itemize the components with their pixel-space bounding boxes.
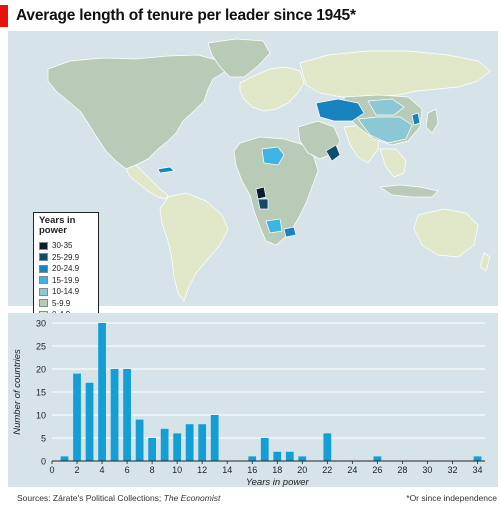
legend-swatch bbox=[39, 253, 48, 262]
bar bbox=[373, 456, 382, 461]
land-europe bbox=[239, 66, 305, 112]
bar bbox=[123, 369, 131, 461]
bar bbox=[160, 428, 169, 461]
land-central-america bbox=[125, 164, 169, 200]
x-tick-label: 2 bbox=[75, 465, 80, 475]
x-tick-label: 32 bbox=[447, 465, 457, 475]
x-tick-label: 0 bbox=[49, 465, 54, 475]
y-tick-label: 5 bbox=[41, 434, 46, 444]
y-tick-label: 30 bbox=[36, 319, 46, 329]
land-australia bbox=[413, 208, 479, 258]
country-gabon bbox=[257, 198, 269, 210]
bar bbox=[210, 415, 219, 461]
bar bbox=[110, 369, 119, 461]
bar bbox=[198, 424, 207, 461]
legend-swatch bbox=[39, 276, 48, 285]
x-tick-label: 16 bbox=[247, 465, 257, 475]
bar bbox=[323, 433, 332, 461]
bar bbox=[148, 438, 156, 461]
legend-item: 15-19.9 bbox=[39, 275, 93, 287]
country-mongolia bbox=[367, 98, 405, 116]
land-southeast-asia bbox=[379, 148, 407, 178]
legend-swatch bbox=[39, 264, 48, 273]
country-zimbabwe bbox=[283, 226, 297, 238]
country-equatorial-guinea bbox=[255, 186, 267, 200]
y-axis-title: Number of countries bbox=[12, 349, 23, 435]
bar bbox=[273, 451, 282, 461]
legend-label: 10-14.9 bbox=[52, 287, 80, 297]
x-tick-label: 28 bbox=[397, 465, 407, 475]
map-legend: Years in power 30-35 25-29.9 20-24.9 15-19.… bbox=[33, 212, 99, 327]
land-japan bbox=[425, 108, 439, 134]
legend-label: 25-29.9 bbox=[52, 252, 80, 262]
x-tick-label: 8 bbox=[150, 465, 155, 475]
legend-item: 5-9.9 bbox=[39, 298, 93, 310]
legend-swatch bbox=[39, 287, 48, 296]
legend-swatch bbox=[39, 299, 48, 308]
world-map-panel: Years in power 30-35 25-29.9 20-24.9 15-19.… bbox=[8, 31, 498, 327]
x-tick-label: 18 bbox=[272, 465, 282, 475]
y-tick-label: 15 bbox=[36, 388, 46, 398]
land-indonesia bbox=[379, 184, 439, 198]
x-tick-label: 20 bbox=[297, 465, 307, 475]
x-tick-label: 26 bbox=[372, 465, 382, 475]
brand-red-bar bbox=[0, 5, 8, 27]
legend-item: 10-14.9 bbox=[39, 286, 93, 298]
y-tick-label: 20 bbox=[36, 365, 46, 375]
bar bbox=[73, 373, 81, 461]
sources-text: Sources: Zárate's Political Collections;… bbox=[17, 493, 221, 503]
bar bbox=[473, 456, 482, 461]
bar bbox=[173, 433, 182, 461]
x-tick-label: 14 bbox=[222, 465, 232, 475]
x-tick-label: 10 bbox=[172, 465, 182, 475]
land-north-america bbox=[47, 54, 227, 170]
legend-label: 5-9.9 bbox=[52, 298, 71, 308]
x-tick-label: 30 bbox=[422, 465, 432, 475]
footnote: *Or since independence bbox=[406, 493, 497, 503]
land-greenland bbox=[207, 38, 271, 78]
legend-swatch bbox=[39, 241, 48, 250]
bar bbox=[98, 323, 106, 461]
bar bbox=[60, 456, 69, 461]
legend-item: 20-24.9 bbox=[39, 263, 93, 275]
country-kazakhstan bbox=[315, 98, 365, 122]
legend-label: 20-24.9 bbox=[52, 264, 80, 274]
histogram-panel: 0 5 10 15 20 25 30 0 2 4 6 8 10 12 14 16 18 20 22 24 26 28 30 3… bbox=[8, 313, 498, 488]
land-new-zealand bbox=[479, 252, 491, 272]
bar bbox=[248, 456, 257, 461]
y-tick-label: 25 bbox=[36, 342, 46, 352]
legend-label: 30-35 bbox=[52, 241, 73, 251]
legend-title: Years in power bbox=[39, 215, 76, 236]
x-tick-label: 4 bbox=[100, 465, 105, 475]
country-china bbox=[357, 116, 413, 144]
bar bbox=[260, 438, 269, 461]
bar bbox=[85, 382, 94, 461]
x-tick-label: 6 bbox=[125, 465, 130, 475]
x-axis-title: Years in power bbox=[246, 477, 310, 487]
bar bbox=[298, 456, 307, 461]
y-tick-label: 0 bbox=[41, 457, 46, 467]
legend-item: 30-35 bbox=[39, 240, 93, 252]
legend-label: 15-19.9 bbox=[52, 275, 80, 285]
land-russia bbox=[299, 50, 491, 98]
country-libya bbox=[261, 146, 285, 166]
country-oman bbox=[325, 144, 341, 162]
x-tick-label: 12 bbox=[197, 465, 207, 475]
country-north-korea bbox=[411, 112, 421, 126]
x-tick-label: 22 bbox=[322, 465, 332, 475]
legend-item: 25-29.9 bbox=[39, 252, 93, 264]
country-angola bbox=[265, 218, 283, 234]
land-south-america bbox=[159, 192, 229, 302]
x-tick-label: 34 bbox=[472, 465, 482, 475]
bar bbox=[185, 424, 194, 461]
chart-title: Average length of tenure per leader sinc… bbox=[16, 7, 356, 24]
y-tick-label: 10 bbox=[36, 411, 46, 421]
bar bbox=[285, 451, 294, 461]
bar bbox=[135, 419, 144, 461]
country-cuba bbox=[157, 166, 175, 174]
x-tick-label: 24 bbox=[347, 465, 357, 475]
world-map bbox=[47, 38, 491, 302]
